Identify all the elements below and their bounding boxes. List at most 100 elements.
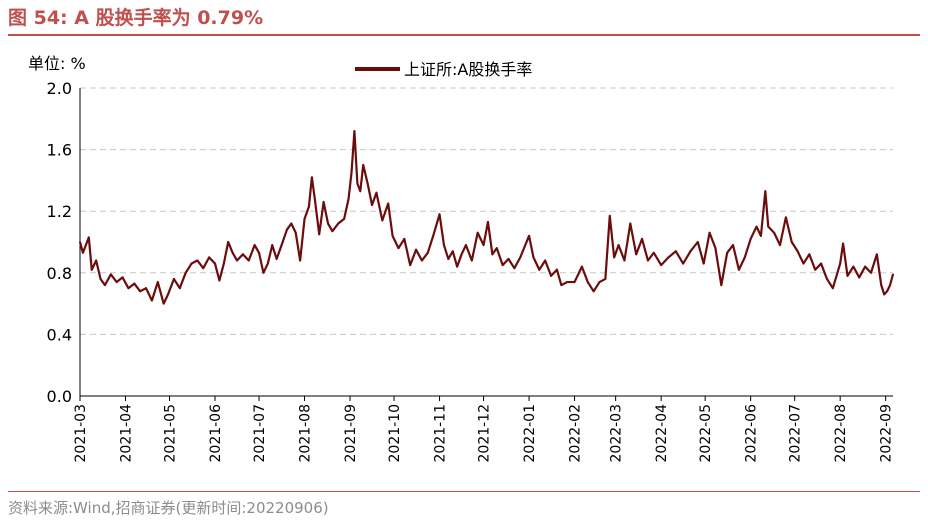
data-point bbox=[331, 230, 334, 233]
data-point bbox=[839, 262, 842, 265]
data-point bbox=[190, 262, 193, 265]
data-point bbox=[796, 250, 799, 253]
axes bbox=[79, 88, 893, 401]
data-point bbox=[90, 268, 93, 271]
data-point bbox=[501, 264, 504, 266]
data-point bbox=[726, 251, 729, 254]
data-point bbox=[532, 256, 535, 259]
data-point bbox=[667, 256, 670, 259]
data-point bbox=[84, 244, 87, 246]
data-point bbox=[760, 234, 762, 237]
title-divider bbox=[8, 34, 920, 36]
y-tick-label: 1.2 bbox=[47, 202, 72, 221]
data-point bbox=[266, 262, 269, 265]
data-point bbox=[544, 259, 547, 262]
data-point bbox=[133, 282, 136, 285]
data-point bbox=[262, 271, 265, 274]
data-point bbox=[280, 245, 282, 248]
x-tick-label: 2022-04 bbox=[654, 404, 670, 463]
data-point bbox=[696, 241, 699, 243]
data-point bbox=[167, 293, 169, 296]
data-point bbox=[846, 274, 849, 277]
data-point bbox=[623, 259, 626, 262]
source-note: 资料来源:Wind,招商证券(更新时间:20220906) bbox=[8, 499, 329, 517]
data-point bbox=[409, 264, 412, 266]
data-point bbox=[218, 279, 221, 282]
data-point bbox=[447, 258, 450, 260]
data-point bbox=[708, 231, 711, 234]
data-point bbox=[556, 268, 558, 271]
data-point bbox=[318, 233, 321, 236]
data-point bbox=[286, 228, 288, 231]
data-point bbox=[538, 268, 541, 271]
data-point bbox=[852, 265, 855, 268]
data-point bbox=[82, 251, 84, 254]
data-point bbox=[528, 234, 530, 237]
y-tick-label: 0.8 bbox=[47, 264, 72, 283]
data-point bbox=[371, 204, 373, 206]
data-point bbox=[227, 241, 230, 243]
y-tick-label: 1.6 bbox=[47, 141, 72, 160]
data-point bbox=[858, 276, 861, 279]
data-point bbox=[764, 190, 767, 193]
data-point bbox=[652, 251, 655, 254]
series-layer bbox=[78, 130, 895, 305]
data-point bbox=[381, 219, 384, 222]
data-point bbox=[173, 278, 175, 280]
x-tick-label: 2022-08 bbox=[833, 404, 849, 463]
x-tick-label: 2021-07 bbox=[252, 404, 268, 463]
data-point bbox=[310, 176, 313, 179]
data-point bbox=[231, 251, 234, 254]
data-point bbox=[79, 241, 81, 243]
data-point bbox=[121, 276, 124, 279]
data-point bbox=[362, 164, 365, 166]
data-point bbox=[875, 253, 878, 256]
data-point bbox=[460, 253, 463, 256]
x-tick-label: 2022-05 bbox=[698, 404, 714, 463]
data-point bbox=[313, 197, 316, 200]
data-point bbox=[513, 267, 516, 270]
data-point bbox=[880, 284, 883, 287]
data-point bbox=[87, 236, 90, 239]
data-point bbox=[343, 218, 346, 220]
data-point bbox=[773, 231, 776, 234]
data-point bbox=[580, 265, 583, 268]
data-point bbox=[303, 218, 306, 220]
data-point bbox=[184, 271, 187, 274]
y-tick-label: 0.4 bbox=[47, 325, 72, 344]
x-tick-label: 2022-03 bbox=[609, 404, 625, 463]
data-point bbox=[299, 259, 302, 262]
data-point bbox=[139, 290, 142, 293]
data-point bbox=[495, 247, 498, 250]
legend: 上证所:A股换手率 bbox=[355, 60, 532, 79]
data-point bbox=[421, 259, 423, 262]
x-tick-label: 2021-06 bbox=[208, 404, 224, 463]
data-point bbox=[247, 259, 250, 262]
x-tick-label: 2021-08 bbox=[298, 404, 314, 463]
data-point bbox=[647, 259, 649, 262]
data-point bbox=[743, 256, 746, 259]
data-point bbox=[487, 221, 489, 223]
data-point bbox=[598, 281, 601, 283]
data-point bbox=[682, 262, 685, 265]
data-point bbox=[604, 278, 607, 280]
gridlines bbox=[80, 87, 893, 335]
x-tick-label: 2021-10 bbox=[387, 404, 403, 463]
data-point bbox=[222, 262, 225, 265]
data-point bbox=[883, 293, 886, 296]
data-point bbox=[391, 234, 394, 237]
data-point bbox=[456, 265, 459, 268]
data-point bbox=[347, 197, 350, 200]
data-point bbox=[95, 259, 98, 262]
data-point bbox=[732, 244, 734, 246]
data-point bbox=[214, 262, 216, 265]
data-point bbox=[755, 225, 758, 228]
data-point bbox=[104, 284, 106, 287]
source-divider bbox=[8, 491, 920, 492]
data-point bbox=[491, 253, 494, 256]
data-point bbox=[507, 258, 510, 260]
data-point bbox=[426, 251, 429, 254]
data-point bbox=[375, 191, 378, 194]
data-point bbox=[465, 244, 467, 246]
x-tick-label: 2022-06 bbox=[744, 404, 760, 463]
